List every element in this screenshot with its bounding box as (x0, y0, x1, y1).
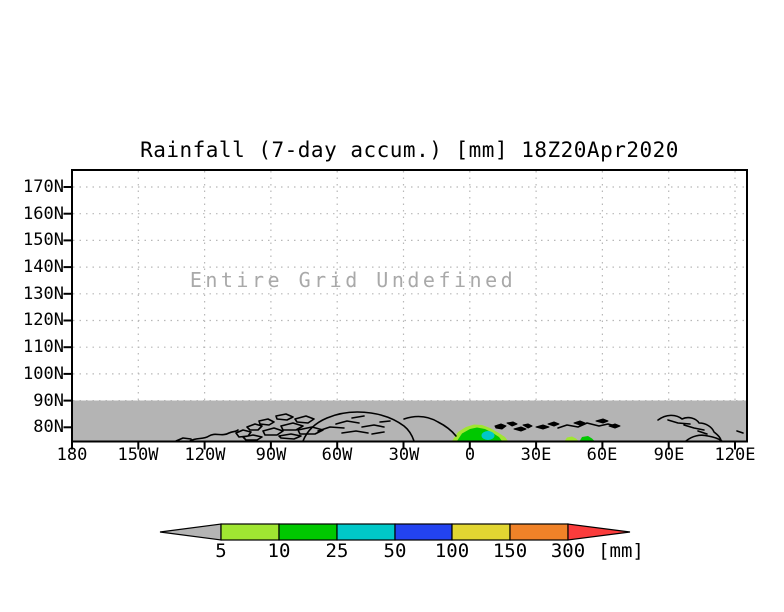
colorbar-seg-25-50 (336, 523, 396, 541)
coastline-west-bumps (175, 429, 239, 442)
colorbar-label-150: 150 (492, 540, 528, 562)
x-axis-ticks (71, 442, 736, 450)
y-tick-label-120N: 120N (23, 310, 64, 330)
colorbar-below-min-arrow (159, 523, 222, 541)
coastline-bottom-right-mass (685, 434, 723, 442)
colorbar-label-10: 10 (267, 540, 291, 562)
coastline-island-specks-1 (494, 421, 560, 432)
coastline-east-chain (657, 414, 722, 442)
x-tick-label-180: 180 (56, 445, 88, 465)
y-tick-label-160N: 160N (23, 204, 64, 224)
colorbar-label-50: 50 (383, 540, 407, 562)
rainfall-shading (452, 424, 594, 441)
y-tick-label-170N: 170N (23, 177, 64, 197)
colorbar-seg-150-300 (509, 523, 569, 541)
x-tick-label-90W: 90W (255, 445, 287, 465)
colorbar-label-5: 5 (215, 540, 227, 562)
colorbar (159, 523, 631, 541)
colorbar-seg-50-100 (394, 523, 453, 541)
y-tick-label-150N: 150N (23, 230, 64, 250)
x-tick-label-90E: 90E (653, 445, 685, 465)
x-tick-label-60W: 60W (321, 445, 353, 465)
colorbar-label-25: 25 (325, 540, 349, 562)
x-tick-label-0: 0 (464, 445, 476, 465)
y-tick-label-130N: 130N (23, 284, 64, 304)
y-tick-label-140N: 140N (23, 257, 64, 277)
colorbar-seg-10-25 (278, 523, 338, 541)
x-tick-label-30W: 30W (388, 445, 420, 465)
undefined-grid-annotation: Entire Grid Undefined (189, 268, 517, 292)
coastline-island-specks-2 (573, 418, 621, 429)
latitude-gridlines (73, 186, 746, 428)
coastline-europe-coast (403, 415, 457, 437)
plot-frame (71, 169, 748, 443)
y-tick-label-90N: 90N (33, 391, 64, 411)
x-tick-label-120E: 120E (714, 445, 756, 465)
x-tick-label-120W: 120W (184, 445, 226, 465)
x-tick-label-60E: 60E (586, 445, 618, 465)
coastline-greenland-interior (317, 415, 391, 435)
coastline-far-right-speck (736, 430, 744, 434)
coastline-archipelago (235, 413, 324, 441)
y-tick-label-100N: 100N (23, 364, 64, 384)
coastline-greenland-outline (302, 411, 415, 442)
coastline-mid-squiggle (557, 422, 617, 429)
colorbar-seg-5-10 (220, 523, 280, 541)
plot-title: Rainfall (7-day accum.) [mm] 18Z20Apr202… (140, 138, 679, 162)
rain-speck-east (580, 436, 594, 441)
x-tick-label-30E: 30E (520, 445, 552, 465)
y-tick-label-110N: 110N (23, 337, 64, 357)
x-tick-label-150W: 150W (117, 445, 159, 465)
coastline-east-chain-interior (667, 419, 708, 435)
undefined-region-band (73, 400, 746, 442)
colorbar-unit-label: [mm] (598, 540, 644, 562)
coastlines (175, 411, 744, 442)
y-tick-label-80N: 80N (33, 417, 64, 437)
colorbar-label-100: 100 (434, 540, 470, 562)
rain-speck-west (565, 436, 578, 441)
rain-blob-25mm-patch (481, 431, 495, 440)
y-axis-ticks (63, 186, 71, 429)
colorbar-label-300: 300 (550, 540, 586, 562)
colorbar-seg-100-150 (451, 523, 511, 541)
colorbar-above-max-arrow (567, 523, 631, 541)
